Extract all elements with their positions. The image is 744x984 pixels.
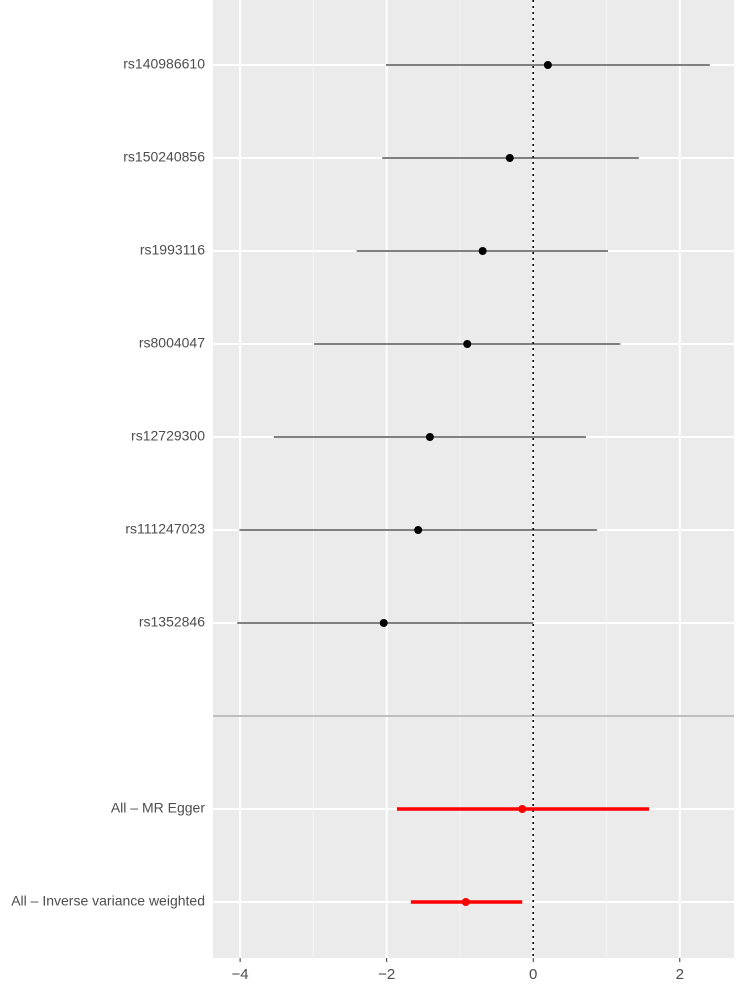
point bbox=[463, 340, 472, 348]
point bbox=[518, 805, 527, 813]
y-tick-label: All – Inverse variance weighted bbox=[11, 893, 205, 909]
point bbox=[543, 61, 552, 69]
x-tick-label: −4 bbox=[232, 966, 249, 983]
x-tick-label: −2 bbox=[378, 966, 395, 983]
y-tick-label: rs140986610 bbox=[123, 56, 205, 72]
x-tick-label: 2 bbox=[676, 966, 684, 983]
y-tick-label: All – MR Egger bbox=[111, 800, 205, 816]
panel bbox=[213, 0, 734, 958]
x-tick-label: 0 bbox=[529, 966, 537, 983]
point bbox=[425, 433, 434, 441]
point bbox=[379, 619, 388, 627]
point bbox=[478, 247, 487, 255]
y-tick-label: rs111247023 bbox=[125, 521, 205, 537]
y-tick-label: rs1993116 bbox=[140, 242, 205, 258]
y-tick-label: rs150240856 bbox=[123, 149, 205, 165]
y-tick-label: rs12729300 bbox=[131, 428, 205, 444]
point bbox=[505, 154, 514, 162]
point bbox=[414, 526, 423, 534]
y-tick-label: rs8004047 bbox=[139, 335, 205, 351]
point bbox=[461, 898, 470, 906]
y-tick-label: rs1352846 bbox=[139, 614, 205, 630]
